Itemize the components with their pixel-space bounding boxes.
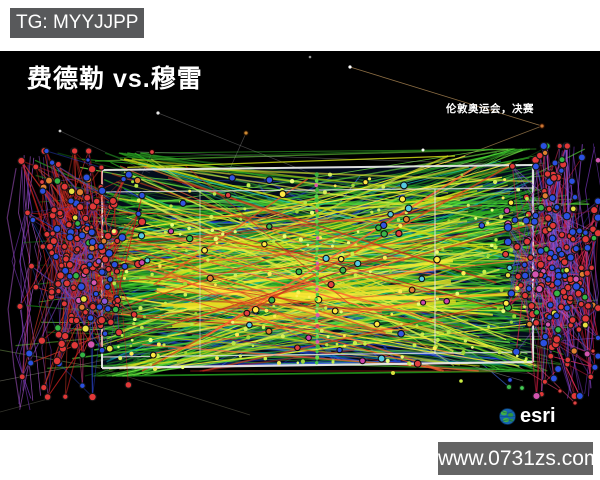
bottom-white-bar: www.0731zs.com: [0, 430, 600, 480]
telegram-watermark-badge: TG: MYYJJPP: [10, 8, 145, 38]
slide-subtitle: 伦敦奥运会，决赛: [446, 103, 534, 115]
page-title: 费德勒 vs.穆雷: [27, 65, 203, 93]
slide-canvas: 费德勒 vs.穆雷 伦敦奥运会，决赛 esri: [0, 51, 600, 430]
top-white-bar: TG: MYYJJPP: [0, 0, 600, 51]
website-watermark-badge: www.0731zs.com: [438, 442, 600, 475]
esri-logo-text: esri: [520, 405, 556, 427]
esri-logo: esri: [499, 405, 556, 428]
esri-globe-icon: [499, 408, 516, 425]
trajectory-visualization: [0, 55, 600, 416]
